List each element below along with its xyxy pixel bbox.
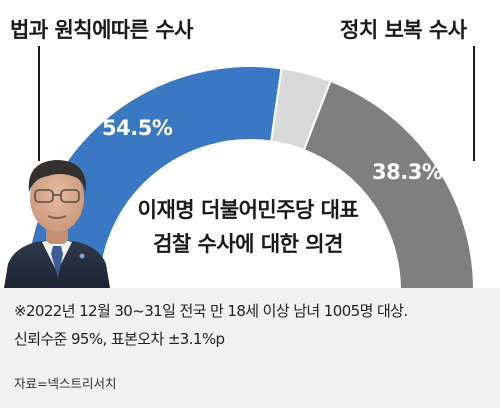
tie-shape [51,246,63,278]
donut-slice-2 [302,79,475,288]
slice-label-right: 정치 보복 수사 [340,18,467,42]
face-shape [30,164,84,232]
slice-label-left: 법과 원칙에따른 수사 [10,18,194,42]
survey-note-line1: ※2022년 12월 30~31일 전국 만 18세 이상 남녀 1005명 대… [14,302,408,320]
glasses-shape [34,189,80,203]
chart-title-line1: 이재명 더불어민주당 대표 [137,198,359,222]
chart-title-line2: 검찰 수사에 대한 의견 [153,232,343,256]
right-leader-line [473,46,475,161]
left-leader-line [38,46,40,161]
hair-shape [28,160,87,192]
footer-panel: ※2022년 12월 30~31일 전국 만 18세 이상 남녀 1005명 대… [0,288,500,408]
percent-label-right: 38.3% [372,160,443,184]
survey-note-line2: 신뢰수준 95%, 표본오차 ±3.1%p [14,330,225,348]
lapel-pin-shape [79,253,85,259]
mouth-shape [47,215,67,219]
percent-label-left: 54.5% [102,116,173,140]
semi-donut-chart [25,65,475,288]
person-photo [4,160,110,288]
source-text: 자료=넥스트리서치 [14,376,117,391]
